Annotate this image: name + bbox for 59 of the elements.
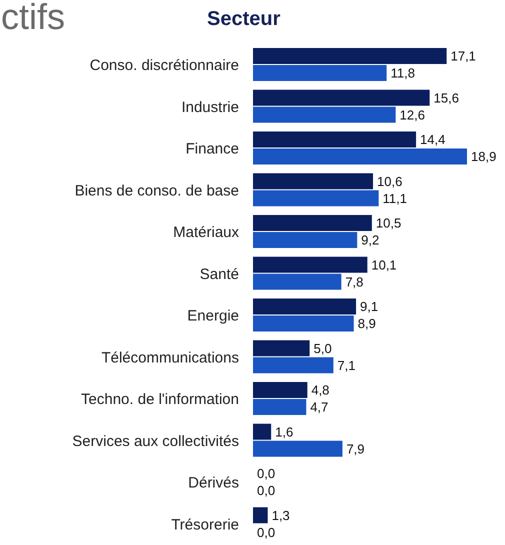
y-tick-label: Services aux collectivités (72, 432, 239, 450)
data-label: 11,1 (382, 190, 408, 206)
data-label: 17,1 (450, 48, 476, 64)
y-tick-label: Télécommunications (101, 349, 239, 366)
bar (253, 132, 416, 148)
data-label: 7,1 (337, 358, 356, 373)
y-tick-label: Matériaux (173, 224, 240, 242)
bar (253, 440, 342, 457)
y-tick-label: Dérivés (188, 474, 239, 492)
bar (253, 65, 387, 81)
data-label: 0,0 (257, 466, 276, 482)
bar (253, 256, 368, 273)
bar (253, 382, 308, 398)
data-label: 10,1 (371, 257, 397, 272)
data-label: 15,6 (434, 90, 459, 106)
y-tick-label: Techno. de l'information (81, 391, 239, 408)
data-label: 1,3 (272, 508, 290, 523)
data-label: 9,2 (361, 232, 380, 248)
y-tick-label: Finance (186, 140, 239, 158)
data-label: 11,8 (390, 66, 415, 81)
bar (253, 148, 467, 164)
y-tick-label: Trésorerie (171, 516, 239, 534)
bar (253, 298, 356, 314)
y-tick-label: Industrie (181, 98, 239, 116)
data-label: 7,9 (346, 441, 365, 456)
y-tick-label: Energie (187, 308, 239, 325)
data-label: 12,6 (400, 107, 425, 122)
data-label: 10,5 (376, 216, 402, 231)
bar (253, 90, 430, 106)
chart-title: Secteur (207, 8, 280, 31)
y-tick-label: Santé (200, 266, 239, 283)
bar (253, 232, 358, 248)
y-tick-label: Biens de conso. de base (74, 182, 239, 200)
data-label: 18,9 (471, 149, 496, 164)
data-label: 7,8 (345, 274, 364, 290)
bar (253, 357, 334, 374)
data-label: 0,0 (257, 524, 276, 540)
bar (253, 173, 374, 190)
bar (253, 190, 379, 206)
data-label: 1,6 (275, 424, 294, 440)
data-label: 8,9 (358, 316, 376, 332)
bar (253, 215, 372, 231)
bar (253, 340, 310, 356)
data-label: 5,0 (314, 340, 332, 356)
data-label: 4,8 (311, 382, 330, 398)
bar (253, 274, 342, 290)
bar (253, 399, 306, 415)
bar (253, 106, 396, 123)
text: ctifs (1, 0, 66, 38)
bar (253, 507, 268, 524)
bar (253, 48, 447, 64)
bar (253, 424, 272, 440)
y-tick-label: Conso. discrétionnaire (90, 57, 239, 74)
data-label: 14,4 (420, 132, 446, 148)
data-label: 0,0 (257, 483, 276, 498)
data-label: 10,6 (377, 174, 402, 189)
data-label: 4,7 (310, 400, 328, 415)
data-label: 9,1 (360, 299, 378, 314)
bar (253, 316, 354, 332)
